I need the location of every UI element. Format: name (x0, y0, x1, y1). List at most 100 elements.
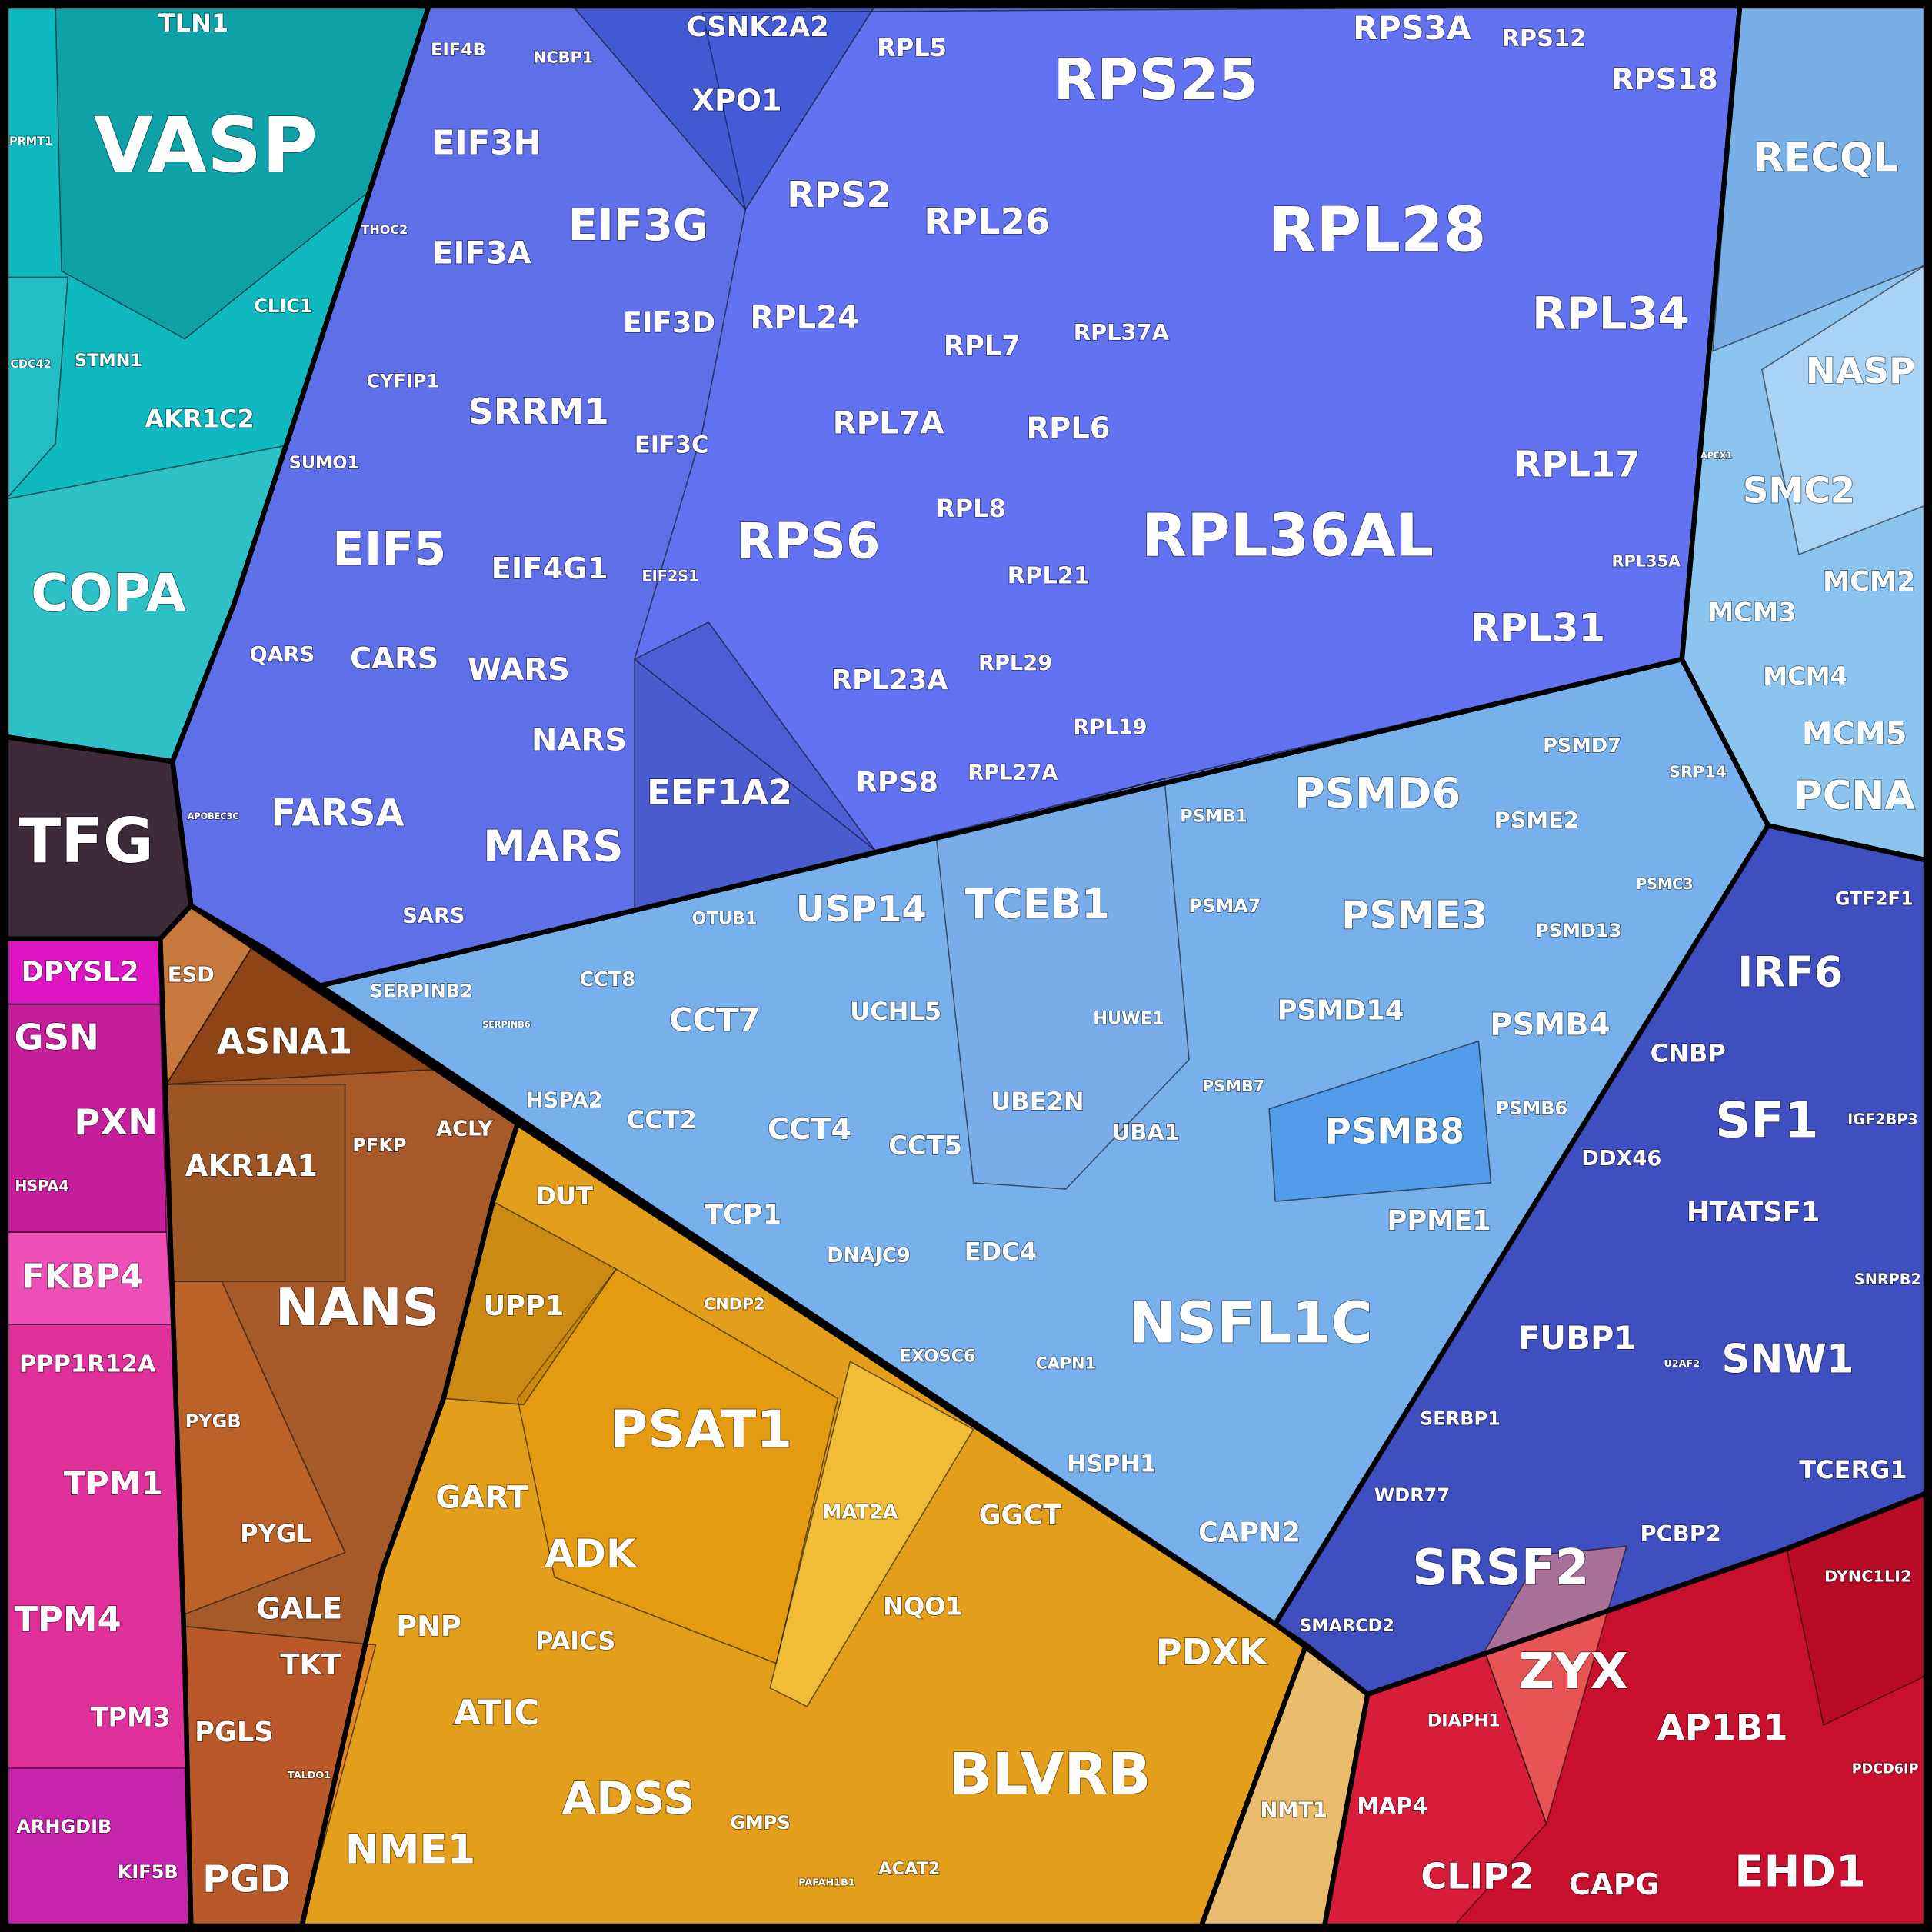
cell-label: TCERG1 (1799, 1455, 1907, 1484)
cell-label: CCT8 (579, 968, 635, 991)
cell-label: MAP4 (1357, 1793, 1427, 1819)
cell-label: GART (435, 1481, 528, 1516)
cell-label: CDC42 (10, 358, 51, 371)
cell-label: IRF6 (1737, 947, 1843, 996)
cell-label: IGF2BP3 (1847, 1111, 1918, 1128)
cell-label: ARHGDIB (16, 1816, 112, 1837)
cell-label: SRSF2 (1412, 1540, 1589, 1597)
cell-label: RPL23A (831, 665, 948, 696)
cell-label: ATIC (454, 1692, 539, 1733)
cell-label: PSMB4 (1490, 1008, 1610, 1043)
cell-label: RPL6 (1026, 411, 1110, 446)
cell-label: SNW1 (1722, 1336, 1854, 1382)
cell-label: EIF3A (432, 236, 531, 271)
cell-label: DYNC1LI2 (1824, 1567, 1912, 1586)
cell-label: RECQL (1754, 135, 1898, 181)
cell-label: PCNA (1794, 773, 1915, 819)
cell-label: BLVRB (948, 1742, 1151, 1807)
cell-label: NCBP1 (533, 48, 593, 66)
cell-label: PSMB8 (1325, 1110, 1464, 1151)
cell-label: PDCD6IP (1852, 1762, 1919, 1777)
cell-label: PGLS (195, 1717, 274, 1748)
cell-label: MAT2A (822, 1501, 898, 1524)
cell-label: RPL37A (1074, 319, 1170, 345)
cell-label: PYGB (185, 1411, 242, 1432)
cell-label: GALE (256, 1591, 342, 1626)
group-border (3, 936, 194, 1929)
cell-label: RPL7A (833, 406, 944, 441)
cell-label: PSAT1 (610, 1400, 792, 1460)
cell-label: MCM2 (1823, 566, 1916, 598)
cell-label: PNP (396, 1610, 461, 1643)
cell-label: TPM1 (64, 1464, 163, 1502)
cell-label: RPL35A (1612, 552, 1681, 571)
cell-label: CARS (350, 641, 438, 676)
cell-label: RPL21 (1008, 562, 1090, 589)
cell-label: PAFAH1B1 (798, 1877, 855, 1888)
cell-label: RPL34 (1532, 287, 1689, 339)
cell-label: EDC4 (964, 1237, 1037, 1266)
cell-label: TLN1 (158, 8, 228, 38)
cell-label: RPL29 (978, 651, 1052, 675)
cell-label: CNDP2 (704, 1295, 765, 1314)
cell-label: ADSS (562, 1772, 695, 1824)
cell-label: AKR1A1 (185, 1149, 318, 1184)
cell-label: SRP14 (1669, 762, 1727, 781)
cell-label: XPO1 (691, 83, 781, 118)
cell-label: EIF4G1 (491, 551, 608, 586)
cell-label: CCT4 (768, 1112, 851, 1147)
cell-label: CAPN2 (1198, 1517, 1301, 1549)
cell-label: CLIP2 (1421, 1856, 1534, 1897)
cell-label: ACLY (436, 1118, 493, 1141)
cell-region (5, 1767, 192, 1927)
cell-label: SRRM1 (468, 391, 608, 432)
cell-label: SMARCD2 (1299, 1616, 1394, 1636)
cell-label: HSPA2 (526, 1089, 603, 1113)
cell-label: NARS (531, 722, 627, 758)
group-region (1324, 1493, 1926, 1926)
cell-label: TALDO1 (288, 1770, 331, 1781)
cell-region (769, 1361, 974, 1707)
cell-label: NME1 (345, 1827, 476, 1874)
group-region (1201, 1644, 1368, 1926)
cell-label: SUMO1 (289, 453, 359, 473)
cell-label: RPS8 (856, 765, 939, 798)
group-region (6, 6, 429, 762)
cell-label: DIAPH1 (1427, 1711, 1501, 1731)
cell-label: UCHL5 (850, 997, 941, 1026)
cell-label: EHD1 (1734, 1847, 1866, 1897)
cell-label: EIF5 (332, 521, 446, 576)
cell-label: HTATSF1 (1687, 1197, 1820, 1228)
cell-label: FKBP4 (22, 1257, 143, 1296)
cell-label: DNAJC9 (827, 1244, 911, 1267)
cell-label: PAICS (535, 1627, 615, 1656)
cell-label: SERBP1 (1420, 1408, 1501, 1430)
cell-label: NQO1 (883, 1592, 963, 1621)
cell-label: PCBP2 (1640, 1521, 1720, 1547)
cell-label: PDXK (1156, 1631, 1268, 1673)
cell-label: USP14 (796, 888, 927, 930)
cell-label: PSMB1 (1180, 807, 1247, 827)
cell-label: SARS (402, 904, 465, 928)
cell-label: RPL26 (924, 201, 1050, 242)
cell-label: EIF3D (623, 306, 715, 339)
cell-label: CAPG (1569, 1867, 1660, 1902)
group-region (265, 659, 1768, 1624)
cell-label: EIF2S1 (642, 567, 699, 585)
group-region (1681, 6, 1926, 861)
cell-label: PSMD13 (1535, 920, 1621, 941)
cell-label: EEF1A2 (647, 771, 792, 812)
cell-label: EIF3C (635, 431, 708, 458)
cell-label: PSME3 (1341, 893, 1487, 938)
cell-label: RPL31 (1471, 606, 1605, 651)
cell-label: TFG (19, 805, 154, 877)
cell-label: DDX46 (1581, 1147, 1661, 1171)
cell-label: UPP1 (483, 1291, 564, 1322)
cell-label: UBE2N (991, 1087, 1084, 1116)
cell-label: RPL5 (877, 33, 947, 62)
cell-label: PSME2 (1494, 808, 1579, 834)
cell-label: ESD (168, 963, 215, 987)
cell-label: RPS3A (1353, 9, 1472, 47)
cell-label: SERPINB6 (482, 1020, 531, 1030)
